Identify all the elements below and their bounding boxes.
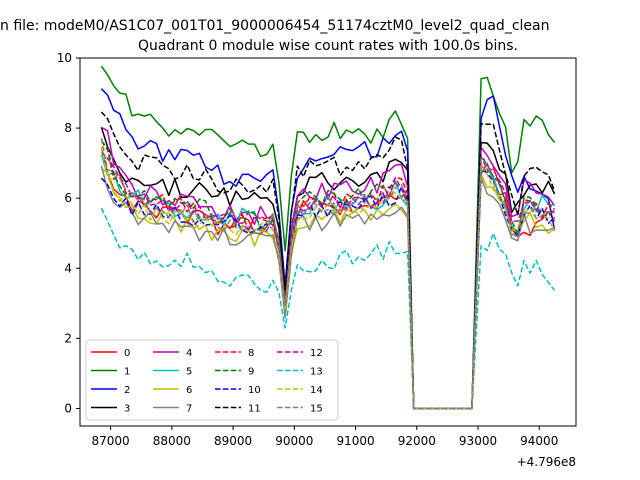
legend-label-3: 3 <box>124 404 130 415</box>
y-tick-label-5: 10 <box>57 51 72 65</box>
chart-suptitle: n file: modeM0/AS1C07_001T01_9000006454_… <box>0 18 549 34</box>
series-line-12 <box>100 151 555 410</box>
x-tick-label-3: 90000 <box>275 434 313 448</box>
series-line-13 <box>100 207 556 410</box>
y-tick-label-4: 8 <box>64 121 72 135</box>
y-tick-label-2: 4 <box>64 261 72 275</box>
series-line-1 <box>100 65 556 410</box>
series-group <box>100 65 556 410</box>
plot-area: 87000 88000 89000 90000 91000 92000 93000 94000… <box>57 51 577 448</box>
legend-label-5: 5 <box>186 367 192 378</box>
legend-label-10: 10 <box>248 385 261 396</box>
legend-label-7: 7 <box>186 404 192 415</box>
legend-label-14: 14 <box>310 385 323 396</box>
legend-label-0: 0 <box>124 348 130 359</box>
series-line-9 <box>100 140 556 410</box>
legend-label-12: 12 <box>310 348 323 359</box>
y-tick-label-1: 2 <box>64 331 72 345</box>
y-tick-label-0: 0 <box>64 401 72 415</box>
legend-label-4: 4 <box>186 348 192 359</box>
y-tick-label-3: 6 <box>64 191 72 205</box>
legend-label-2: 2 <box>124 385 130 396</box>
legend-label-1: 1 <box>124 367 130 378</box>
series-line-11 <box>100 111 556 410</box>
legend-box <box>85 339 339 421</box>
legend-label-9: 9 <box>248 367 254 378</box>
x-tick-label-5: 92000 <box>398 434 436 448</box>
legend-label-11: 11 <box>248 404 261 415</box>
x-tick-label-0: 87000 <box>92 434 130 448</box>
axes-frame <box>79 57 577 427</box>
chart-title: Quadrant 0 module wise count rates with … <box>138 38 518 54</box>
x-offset-label: +4.796e8 <box>517 455 576 469</box>
x-tick-label-1: 88000 <box>153 434 191 448</box>
legend-label-8: 8 <box>248 348 254 359</box>
series-line-15 <box>100 137 555 410</box>
x-tick-label-2: 89000 <box>214 434 252 448</box>
legend-label-13: 13 <box>310 367 323 378</box>
x-tick-label-4: 91000 <box>336 434 374 448</box>
x-tick-label-7: 94000 <box>520 434 558 448</box>
legend-label-6: 6 <box>186 385 192 396</box>
legend-label-15: 15 <box>310 404 323 415</box>
x-tick-label-6: 93000 <box>459 434 497 448</box>
